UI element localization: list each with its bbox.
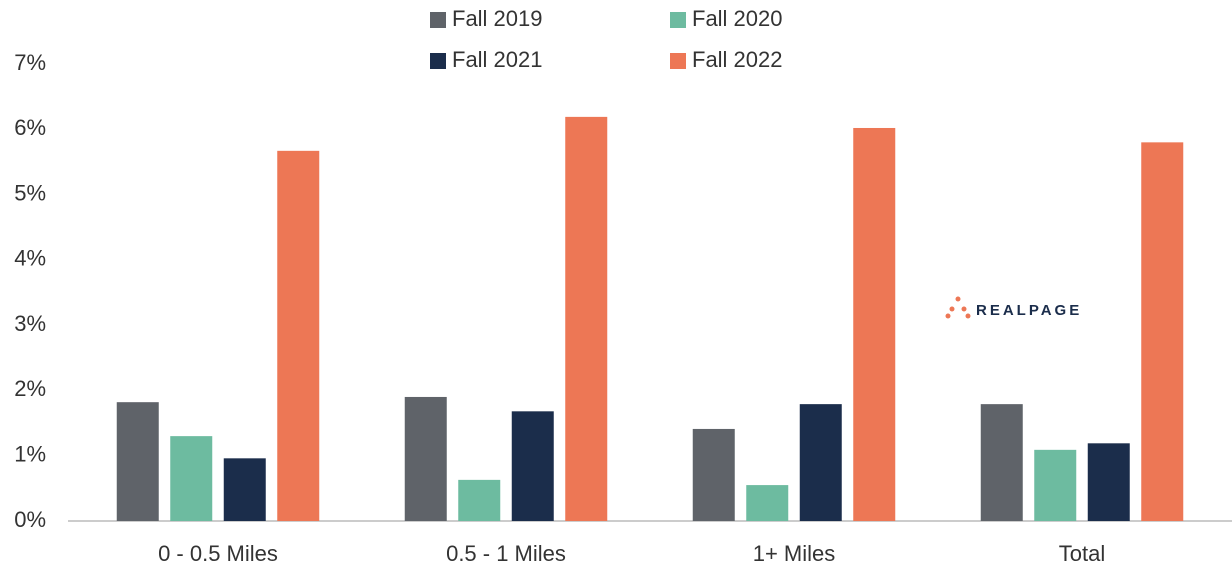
y-tick-label: 1% <box>14 442 46 467</box>
legend-label: Fall 2022 <box>692 47 783 72</box>
bar <box>853 127 896 521</box>
legend-label: Fall 2021 <box>452 47 543 72</box>
bar <box>1087 443 1130 521</box>
legend-swatch <box>670 12 686 28</box>
bar <box>1141 142 1184 522</box>
legend-swatch <box>430 53 446 69</box>
legend-label: Fall 2019 <box>452 6 543 31</box>
y-tick-label: 5% <box>14 180 46 205</box>
bar <box>170 436 213 521</box>
legend-swatch <box>670 53 686 69</box>
x-tick-label: 0.5 - 1 Miles <box>446 541 566 566</box>
legend-label: Fall 2020 <box>692 6 783 31</box>
bar <box>799 404 842 521</box>
y-tick-label: 3% <box>14 311 46 336</box>
bar <box>116 402 159 521</box>
bar <box>980 404 1023 521</box>
bar <box>277 150 320 521</box>
bar <box>458 479 501 521</box>
bar <box>692 428 735 521</box>
x-tick-label: 0 - 0.5 Miles <box>158 541 278 566</box>
logo: REALPAGE <box>945 296 1082 319</box>
bar <box>223 458 266 521</box>
bar <box>746 485 789 521</box>
y-tick-label: 6% <box>14 115 46 140</box>
y-tick-label: 4% <box>14 246 46 271</box>
y-tick-label: 7% <box>14 50 46 75</box>
bar <box>1034 449 1077 521</box>
y-tick-label: 0% <box>14 507 46 532</box>
bar <box>565 116 608 521</box>
x-tick-label: 1+ Miles <box>753 541 836 566</box>
x-tick-label: Total <box>1059 541 1105 566</box>
legend-swatch <box>430 12 446 28</box>
bar <box>511 411 554 521</box>
logo-text: REALPAGE <box>976 302 1082 319</box>
bar <box>404 396 447 521</box>
y-tick-label: 2% <box>14 376 46 401</box>
